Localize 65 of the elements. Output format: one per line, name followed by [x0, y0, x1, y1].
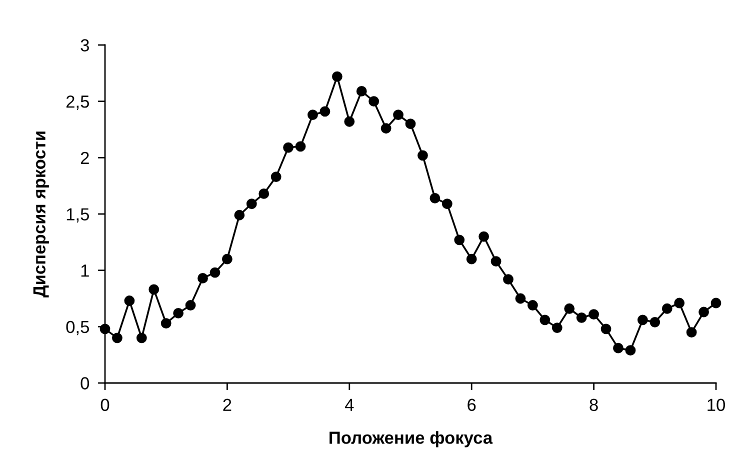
point: [380, 123, 392, 134]
point: [442, 198, 452, 210]
point: [564, 303, 575, 314]
point: [698, 306, 709, 318]
point: [454, 234, 465, 246]
point: [588, 309, 600, 320]
point: [356, 86, 367, 96]
point: [540, 314, 550, 326]
y-tick-label: 0: [80, 377, 90, 390]
point: [210, 267, 220, 278]
point: [136, 332, 147, 344]
point: [368, 96, 380, 107]
x-tick-label: 8: [590, 398, 598, 412]
point: [405, 118, 416, 130]
point: [112, 332, 122, 344]
point: [625, 345, 636, 356]
point: [148, 284, 160, 295]
point: [160, 318, 172, 328]
x-tick-label: 2: [223, 398, 232, 411]
y-tick-label: 1: [81, 264, 89, 277]
point: [552, 322, 562, 333]
point: [710, 298, 722, 308]
point: [515, 293, 526, 304]
point: [124, 296, 135, 306]
x-tick-label: 0: [100, 398, 110, 412]
point: [674, 298, 685, 308]
y-tick-label: 1,5: [66, 208, 89, 223]
x-axis-title: Положение фокуса: [330, 431, 493, 448]
point: [185, 300, 196, 310]
point: [478, 231, 490, 242]
point: [295, 141, 306, 152]
point: [258, 188, 270, 199]
point: [650, 316, 660, 328]
x-tick-label: 4: [344, 398, 354, 411]
x-tick-label: 10: [708, 398, 725, 412]
point: [222, 254, 232, 264]
point: [393, 110, 404, 120]
point: [198, 273, 208, 284]
point: [418, 150, 428, 161]
point: [344, 116, 355, 127]
point: [308, 110, 318, 120]
point: [234, 210, 245, 220]
y-tick-label: 2,5: [66, 96, 89, 110]
y-tick-label: 3: [80, 39, 89, 52]
y-tick-label: 0,5: [66, 320, 89, 336]
point: [320, 106, 330, 117]
point: [613, 342, 624, 354]
point: [246, 198, 257, 210]
point: [576, 312, 587, 323]
point: [173, 308, 184, 318]
y-tick-label: 2: [80, 152, 89, 164]
point: [503, 274, 514, 285]
point: [283, 142, 294, 153]
y-axis-title: Дисперсия яркости: [33, 132, 49, 298]
point: [686, 327, 697, 338]
point: [600, 324, 612, 334]
x-tick-label: 6: [468, 398, 476, 412]
point: [466, 254, 477, 264]
point: [527, 300, 538, 310]
point: [270, 172, 282, 182]
point: [430, 193, 440, 204]
point: [637, 314, 648, 326]
point: [490, 256, 502, 267]
point: [332, 71, 342, 82]
point: [662, 303, 672, 314]
